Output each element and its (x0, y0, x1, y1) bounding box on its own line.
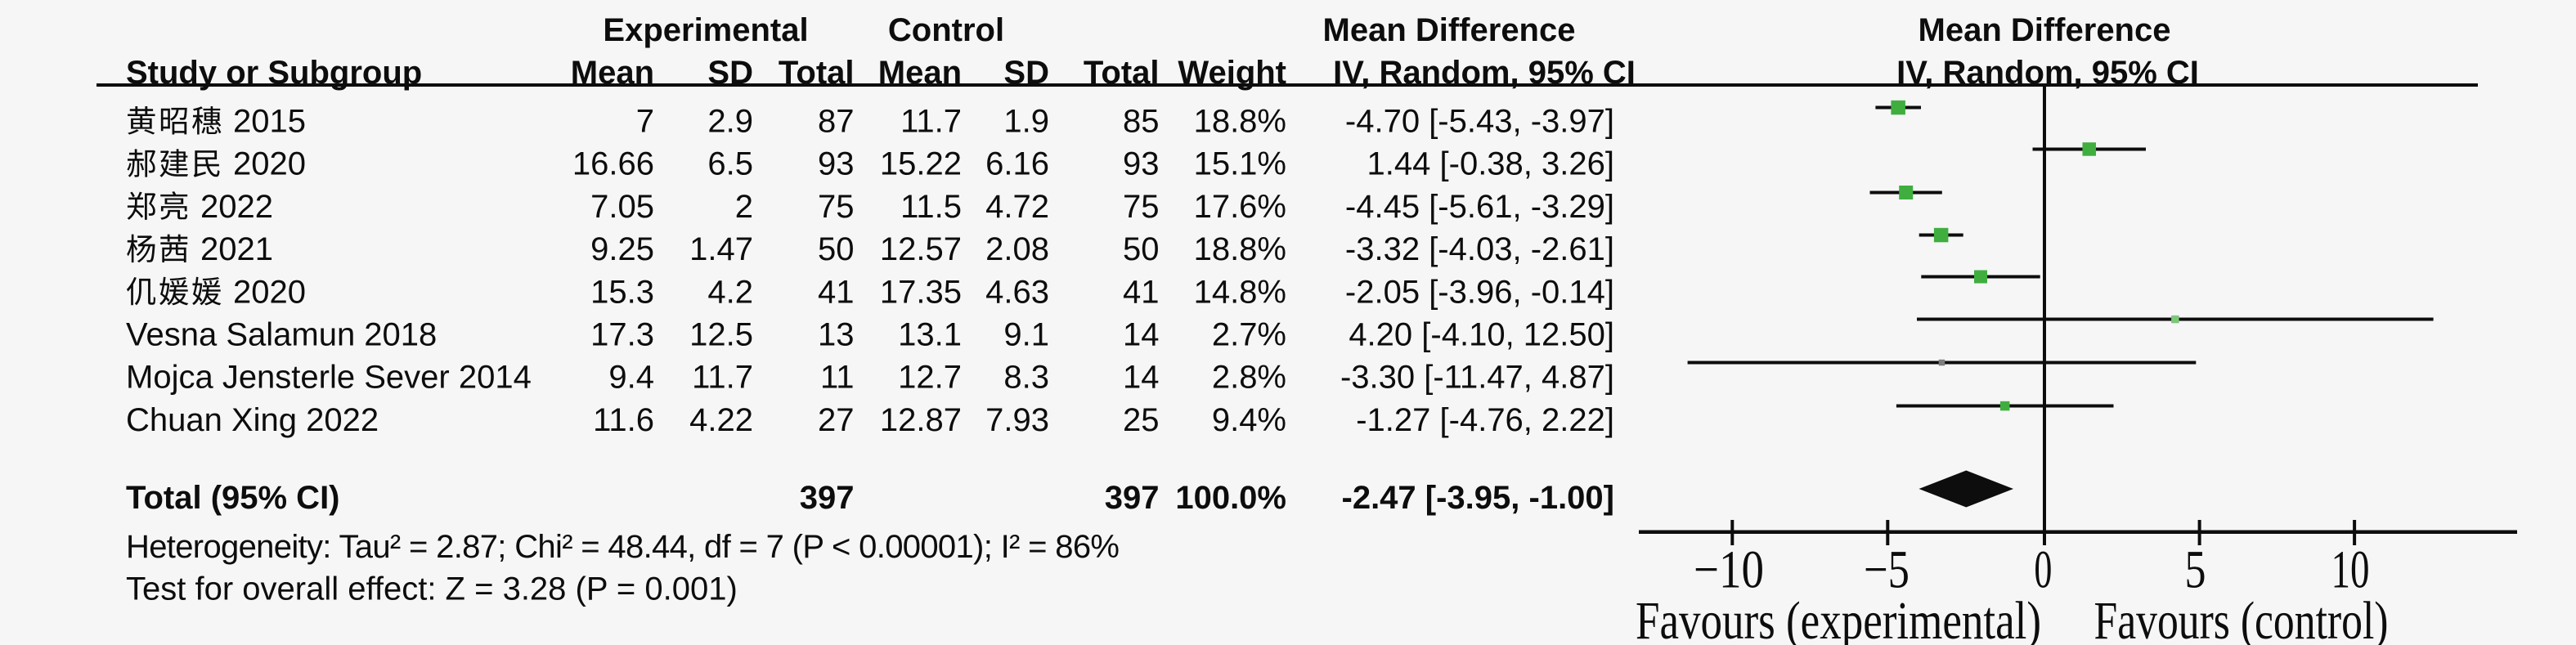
svg-text:2020: 2020 (233, 146, 306, 182)
svg-text:1.44 [-0.38, 3.26]: 1.44 [-0.38, 3.26] (1367, 146, 1614, 182)
svg-text:-3.30 [-11.47, 4.87]: -3.30 [-11.47, 4.87] (1340, 360, 1614, 396)
svg-text:2: 2 (735, 189, 753, 225)
svg-text:Mojca Jensterle Sever 2014: Mojca Jensterle Sever 2014 (126, 360, 532, 396)
svg-text:75: 75 (1123, 189, 1160, 225)
svg-text:-4.45 [-5.61, -3.29]: -4.45 [-5.61, -3.29] (1345, 189, 1614, 225)
svg-text:1.47: 1.47 (689, 231, 753, 267)
svg-text:12.87: 12.87 (880, 402, 962, 438)
svg-text:9.25: 9.25 (590, 231, 654, 267)
svg-text:11.7: 11.7 (900, 104, 962, 140)
svg-text:41: 41 (818, 274, 855, 310)
svg-text:Favours (experimental): Favours (experimental) (1636, 591, 2041, 645)
svg-text:Vesna Salamun 2018: Vesna Salamun 2018 (126, 317, 437, 353)
svg-text:17.35: 17.35 (880, 274, 962, 310)
svg-text:9.4: 9.4 (608, 360, 654, 396)
svg-text:2015: 2015 (233, 104, 306, 140)
svg-text:18.8%: 18.8% (1194, 231, 1286, 267)
svg-text:17.3: 17.3 (590, 317, 654, 353)
svg-text:-3.32 [-4.03, -2.61]: -3.32 [-4.03, -2.61] (1345, 231, 1614, 267)
svg-text:4.22: 4.22 (689, 402, 753, 438)
svg-text:4.2: 4.2 (707, 274, 753, 310)
svg-text:-1.27 [-4.76, 2.22]: -1.27 [-4.76, 2.22] (1356, 402, 1614, 438)
svg-text:Chuan Xing 2022: Chuan Xing 2022 (126, 402, 379, 438)
svg-text:-2.05 [-3.96, -0.14]: -2.05 [-3.96, -0.14] (1345, 274, 1614, 310)
svg-text:16.66: 16.66 (572, 146, 654, 182)
svg-text:12.5: 12.5 (689, 317, 753, 353)
svg-text:17.6%: 17.6% (1194, 189, 1286, 225)
svg-text:100.0%: 100.0% (1175, 480, 1286, 516)
svg-text:Total (95% CI): Total (95% CI) (126, 480, 340, 516)
svg-text:Test for overall effect: Z = 3: Test for overall effect: Z = 3.28 (P = 0… (126, 571, 738, 607)
svg-text:15.3: 15.3 (590, 274, 654, 310)
svg-text:15.1%: 15.1% (1194, 146, 1286, 182)
svg-text:8.3: 8.3 (1003, 360, 1049, 396)
svg-text:25: 25 (1123, 402, 1160, 438)
svg-text:12.7: 12.7 (898, 360, 962, 396)
svg-text:2022: 2022 (200, 189, 273, 225)
svg-text:4.72: 4.72 (985, 189, 1049, 225)
svg-text:1.9: 1.9 (1003, 104, 1049, 140)
svg-text:2.08: 2.08 (985, 231, 1049, 267)
svg-text:7.05: 7.05 (590, 189, 654, 225)
svg-text:85: 85 (1123, 104, 1160, 140)
svg-text:11.6: 11.6 (593, 402, 654, 438)
svg-text:Mean Difference: Mean Difference (1919, 12, 2171, 48)
svg-text:11.5: 11.5 (900, 189, 962, 225)
svg-text:2.7%: 2.7% (1212, 317, 1286, 353)
svg-text:11: 11 (820, 360, 855, 396)
svg-text:2.9: 2.9 (707, 104, 753, 140)
svg-text:7: 7 (636, 104, 654, 140)
svg-text:10: 10 (2331, 540, 2370, 600)
svg-text:Favours (control): Favours (control) (2094, 591, 2389, 645)
svg-text:11.7: 11.7 (692, 360, 753, 396)
svg-text:50: 50 (818, 231, 855, 267)
svg-text:93: 93 (1123, 146, 1160, 182)
svg-text:75: 75 (818, 189, 855, 225)
svg-text:2021: 2021 (200, 231, 273, 267)
svg-text:-4.70 [-5.43, -3.97]: -4.70 [-5.43, -3.97] (1345, 104, 1614, 140)
svg-text:0: 0 (2034, 540, 2052, 600)
svg-text:27: 27 (818, 402, 855, 438)
svg-text:50: 50 (1123, 231, 1160, 267)
svg-text:7.93: 7.93 (985, 402, 1049, 438)
svg-text:18.8%: 18.8% (1194, 104, 1286, 140)
svg-text:6.16: 6.16 (985, 146, 1049, 182)
svg-text:397: 397 (1105, 480, 1160, 516)
svg-text:13: 13 (818, 317, 855, 353)
svg-text:−5: −5 (1864, 540, 1910, 600)
svg-text:Mean Difference: Mean Difference (1323, 12, 1576, 48)
svg-text:13.1: 13.1 (898, 317, 962, 353)
svg-text:14: 14 (1123, 317, 1160, 353)
svg-text:41: 41 (1123, 274, 1160, 310)
svg-text:Heterogeneity: Tau² = 2.87; Ch: Heterogeneity: Tau² = 2.87; Chi² = 48.44… (126, 529, 1120, 565)
svg-text:−10: −10 (1694, 540, 1764, 600)
svg-text:93: 93 (818, 146, 855, 182)
svg-text:2.8%: 2.8% (1212, 360, 1286, 396)
svg-text:-2.47 [-3.95, -1.00]: -2.47 [-3.95, -1.00] (1342, 480, 1615, 516)
svg-text:2020: 2020 (233, 274, 306, 310)
svg-text:5: 5 (2185, 540, 2206, 600)
svg-text:Control: Control (888, 12, 1004, 48)
svg-text:4.20 [-4.10, 12.50]: 4.20 [-4.10, 12.50] (1349, 317, 1614, 353)
svg-text:14.8%: 14.8% (1194, 274, 1286, 310)
svg-text:Experimental: Experimental (603, 12, 808, 48)
svg-text:12.57: 12.57 (880, 231, 962, 267)
svg-text:4.63: 4.63 (985, 274, 1049, 310)
svg-text:15.22: 15.22 (880, 146, 962, 182)
svg-text:14: 14 (1123, 360, 1160, 396)
svg-text:9.1: 9.1 (1003, 317, 1049, 353)
svg-text:6.5: 6.5 (707, 146, 753, 182)
svg-text:87: 87 (818, 104, 855, 140)
svg-text:9.4%: 9.4% (1212, 402, 1286, 438)
svg-text:397: 397 (800, 480, 855, 516)
